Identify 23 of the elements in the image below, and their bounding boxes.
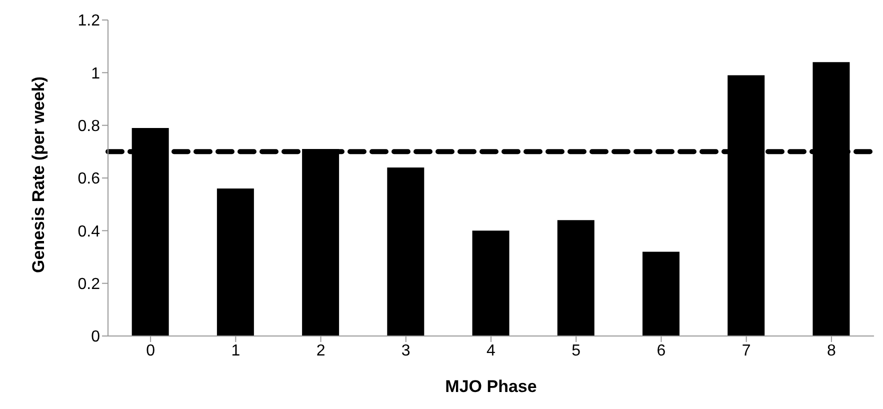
bar bbox=[642, 252, 680, 336]
y-axis-title: Genesis Rate (per week) bbox=[29, 76, 48, 273]
x-tick-label: 0 bbox=[146, 342, 156, 360]
y-tick-label: 0.8 bbox=[78, 118, 100, 136]
x-tick-label: 4 bbox=[486, 342, 496, 360]
x-tick-label: 5 bbox=[572, 342, 581, 360]
y-tick-label: 0.2 bbox=[78, 276, 100, 294]
bar bbox=[387, 167, 424, 336]
y-tick-label: 0.6 bbox=[78, 170, 100, 188]
x-tick-label: 6 bbox=[656, 342, 666, 360]
x-tick-label: 7 bbox=[742, 342, 751, 360]
x-axis-title: MJO Phase bbox=[445, 377, 537, 396]
y-tick-label: 1 bbox=[91, 65, 100, 82]
x-tick-label: 8 bbox=[826, 342, 836, 360]
bar bbox=[557, 220, 594, 336]
y-tick-label: 0.4 bbox=[78, 223, 100, 240]
y-tick-label: 0 bbox=[91, 328, 100, 346]
x-tick-label: 1 bbox=[231, 342, 240, 360]
y-tick-label: 1.2 bbox=[78, 12, 100, 30]
bar bbox=[472, 230, 510, 336]
x-tick-label: 2 bbox=[316, 342, 326, 360]
x-tick-label: 3 bbox=[401, 342, 410, 360]
bar bbox=[216, 188, 254, 336]
